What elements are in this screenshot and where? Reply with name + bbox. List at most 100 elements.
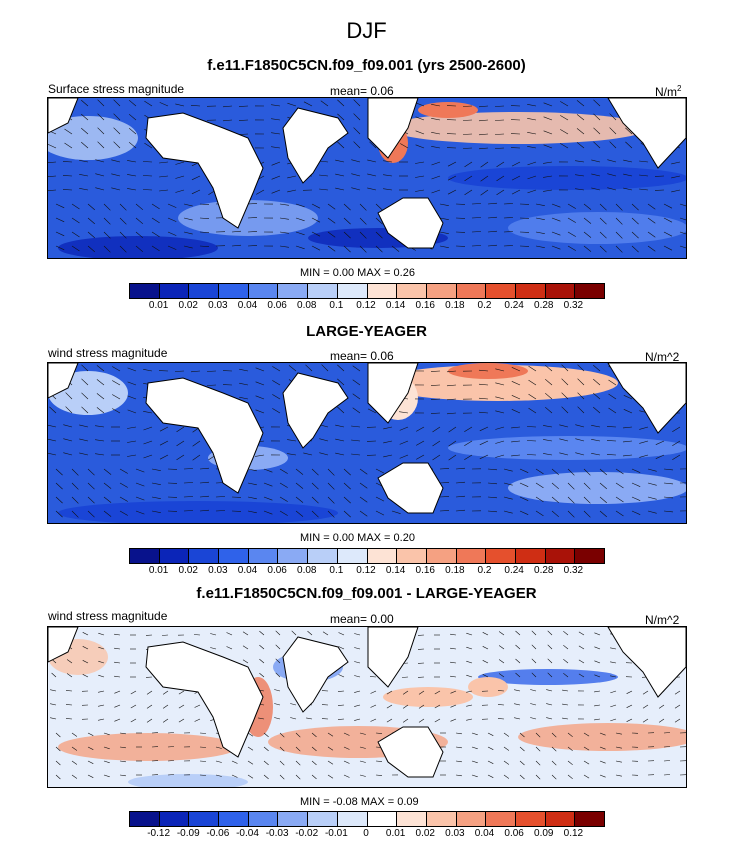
- wind-vector-arrow: [528, 379, 537, 386]
- wind-vector-arrow: [319, 174, 329, 177]
- wind-vector-arrow: [679, 203, 686, 207]
- wind-vector-arrow: [62, 175, 73, 177]
- wind-vector-arrow: [259, 644, 265, 650]
- wind-vector-arrow: [87, 217, 95, 225]
- wind-vector-arrow: [591, 159, 601, 163]
- wind-vector-arrow: [418, 704, 425, 709]
- wind-vector-arrow: [119, 760, 126, 763]
- colorbar-swatch: [515, 284, 546, 298]
- wind-vector-arrow: [547, 630, 553, 636]
- wind-vector-arrow: [455, 509, 466, 512]
- wind-vector-arrow: [434, 690, 441, 695]
- wind-vector-arrow: [71, 231, 80, 238]
- wind-vector-arrow: [259, 672, 265, 678]
- wind-vector-arrow: [478, 397, 489, 400]
- wind-vector-arrow: [383, 440, 393, 444]
- wind-vector-arrow: [615, 217, 623, 225]
- wind-vector-arrow: [279, 746, 285, 752]
- panel-2-minmax: MIN = 0.00 MAX = 0.20: [300, 532, 415, 544]
- wind-vector-arrow: [239, 382, 249, 386]
- wind-vector-arrow: [176, 426, 185, 433]
- wind-vector-arrow: [231, 774, 238, 778]
- colorbar-swatch: [159, 812, 190, 826]
- colorbar-swatch: [367, 284, 398, 298]
- wind-vector-arrow: [119, 231, 127, 239]
- wind-vector-arrow: [482, 660, 489, 664]
- wind-vector-arrow: [623, 409, 633, 414]
- wind-vector-arrow: [391, 245, 400, 252]
- wind-vector-arrow: [434, 704, 441, 709]
- wind-vector-arrow: [338, 632, 345, 636]
- wind-vector-arrow: [527, 104, 537, 107]
- wind-vector-arrow: [450, 704, 457, 708]
- wind-vector-arrow: [527, 118, 537, 121]
- wind-vector-arrow: [79, 424, 89, 428]
- wind-vector-arrow: [439, 245, 449, 248]
- wind-vector-arrow: [496, 189, 505, 196]
- wind-vector-arrow: [295, 760, 301, 766]
- wind-vector-arrow: [319, 188, 329, 191]
- wind-vector-arrow: [65, 392, 73, 400]
- wind-vector-arrow: [464, 454, 473, 460]
- wind-vector-arrow: [327, 496, 335, 504]
- wind-vector-arrow: [576, 100, 585, 107]
- wind-vector-arrow: [531, 644, 537, 650]
- wind-vector-arrow: [343, 231, 351, 239]
- wind-vector-arrow: [471, 732, 478, 736]
- wind-vector-arrow: [335, 438, 345, 442]
- wind-vector-arrow: [447, 189, 457, 195]
- colorbar-swatch: [219, 284, 249, 298]
- wind-vector-arrow: [622, 440, 633, 443]
- colorbar-swatch: [397, 284, 427, 298]
- wind-vector-arrow: [159, 175, 169, 178]
- wind-vector-arrow: [352, 365, 361, 372]
- wind-vector-arrow: [482, 674, 489, 678]
- wind-vector-arrow: [446, 398, 457, 401]
- wind-vector-arrow: [503, 217, 514, 219]
- colorbar-swatch: [456, 812, 487, 826]
- wind-vector-arrow: [343, 203, 351, 211]
- wind-vector-arrow: [383, 188, 393, 191]
- wind-vector-arrow: [274, 689, 281, 692]
- wind-vector-arrow: [530, 717, 537, 720]
- wind-vector-arrow: [311, 774, 317, 780]
- wind-vector-arrow: [271, 189, 281, 194]
- wind-vector-arrow: [231, 244, 242, 247]
- wind-vector-arrow: [674, 718, 681, 723]
- wind-vector-arrow: [431, 132, 441, 135]
- wind-vector-arrow: [114, 718, 121, 722]
- wind-vector-arrow: [511, 161, 521, 167]
- wind-vector-arrow: [127, 160, 137, 163]
- wind-vector-arrow: [606, 454, 617, 456]
- wind-vector-arrow: [51, 672, 57, 678]
- wind-vector-arrow: [119, 203, 127, 211]
- map-3-svg: [48, 627, 686, 787]
- wind-vector-arrow: [607, 187, 617, 191]
- wind-vector-arrow: [151, 231, 160, 238]
- wind-vector-arrow: [487, 216, 498, 219]
- colorbar-tick-label: 0.2: [477, 300, 492, 311]
- wind-vector-arrow: [446, 412, 457, 415]
- wind-vector-arrow: [575, 438, 585, 442]
- wind-vector-arrow: [567, 732, 573, 738]
- wind-vector-arrow: [610, 704, 617, 708]
- wind-vector-arrow: [535, 746, 541, 752]
- wind-vector-arrow: [327, 468, 335, 476]
- wind-vector-arrow: [535, 245, 545, 248]
- wind-vector-arrow: [87, 732, 94, 736]
- wind-vector-arrow: [599, 245, 607, 253]
- colorbar-tick-label: 0.06: [504, 828, 524, 839]
- colorbar-tick-label: 0.12: [563, 828, 584, 839]
- wind-vector-arrow: [271, 175, 281, 180]
- wind-vector-arrow: [159, 102, 169, 107]
- wind-vector-arrow: [151, 245, 160, 252]
- wind-vector-arrow: [455, 495, 466, 498]
- wind-vector-arrow: [375, 231, 383, 239]
- wind-vector-arrow: [471, 746, 478, 750]
- wind-vector-arrow: [674, 690, 681, 695]
- wind-vector-arrow: [199, 245, 210, 247]
- wind-vector-arrow: [143, 440, 153, 445]
- wind-vector-arrow: [327, 482, 335, 490]
- wind-vector-arrow: [576, 142, 585, 149]
- wind-vector-arrow: [416, 440, 425, 446]
